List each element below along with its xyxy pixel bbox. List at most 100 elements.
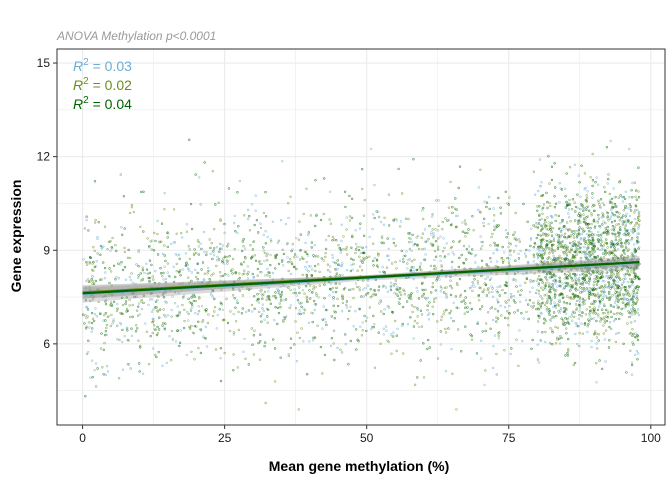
scatter-point (431, 244, 434, 247)
scatter-point (543, 294, 546, 297)
scatter-point (436, 277, 439, 280)
scatter-point (287, 286, 290, 289)
scatter-point (602, 203, 606, 207)
scatter-point (178, 344, 181, 348)
scatter-point (316, 324, 319, 327)
scatter-point (546, 297, 549, 300)
scatter-point (398, 287, 402, 290)
scatter-point (197, 305, 201, 308)
scatter-point (389, 286, 393, 289)
scatter-point (104, 271, 107, 274)
scatter-point (322, 305, 325, 308)
scatter-point (628, 294, 631, 297)
scatter-point (105, 365, 109, 368)
scatter-point (509, 352, 512, 356)
scatter-point (434, 240, 438, 243)
scatter-point (624, 224, 627, 228)
scatter-point (622, 195, 625, 199)
scatter-point (194, 312, 197, 315)
scatter-point (627, 242, 630, 245)
scatter-point (591, 312, 595, 315)
scatter-point (421, 281, 424, 285)
scatter-point (635, 285, 639, 288)
scatter-point (611, 225, 615, 228)
scatter-point (606, 229, 610, 232)
scatter-point (607, 284, 611, 287)
scatter-point (153, 281, 157, 285)
scatter-point (86, 308, 90, 311)
scatter-point (504, 229, 508, 232)
scatter-point (558, 259, 562, 263)
scatter-point (616, 280, 619, 283)
scatter-point (445, 286, 448, 289)
scatter-point (352, 258, 355, 262)
scatter-point (352, 297, 355, 300)
scatter-point (282, 252, 286, 256)
scatter-point (547, 221, 550, 224)
scatter-point (505, 236, 508, 239)
scatter-point (176, 329, 179, 332)
scatter-point (629, 209, 633, 212)
scatter-point (382, 270, 385, 274)
scatter-point (369, 296, 372, 299)
scatter-point (187, 319, 190, 322)
scatter-point (568, 241, 572, 245)
scatter-point (220, 288, 223, 291)
scatter-point (116, 302, 119, 306)
scatter-point (565, 200, 568, 204)
scatter-point (546, 257, 549, 260)
scatter-point (615, 205, 618, 208)
scatter-point (148, 271, 152, 275)
scatter-point (110, 304, 114, 307)
scatter-point (593, 245, 596, 248)
scatter-point (571, 292, 574, 296)
scatter-point (477, 265, 480, 268)
scatter-point (156, 298, 159, 302)
scatter-point (240, 262, 243, 265)
scatter-point (390, 310, 394, 314)
scatter-point (589, 261, 592, 264)
scatter-point (92, 246, 95, 249)
scatter-point (151, 331, 155, 335)
scatter-point (262, 249, 265, 252)
scatter-point (315, 294, 318, 297)
scatter-point (303, 292, 306, 295)
scatter-point (609, 327, 613, 331)
scatter-point (546, 243, 549, 246)
scatter-point (234, 271, 237, 274)
scatter-point (86, 278, 90, 281)
scatter-point (295, 237, 298, 240)
scatter-point (628, 299, 631, 302)
scatter-point (382, 327, 385, 330)
scatter-point (192, 332, 196, 335)
scatter-point (571, 272, 575, 276)
scatter-point (467, 228, 470, 231)
scatter-point (611, 205, 614, 209)
scatter-point (363, 251, 366, 255)
scatter-point (256, 293, 259, 296)
scatter-point (185, 223, 189, 226)
scatter-point (440, 264, 443, 267)
scatter-point (321, 327, 324, 330)
scatter-point (277, 291, 280, 295)
scatter-point (496, 285, 499, 289)
scatter-point (268, 295, 271, 298)
scatter-point (537, 222, 541, 225)
scatter-point (231, 268, 234, 271)
scatter-point (602, 256, 606, 259)
scatter-point (596, 275, 599, 278)
scatter-point (539, 238, 542, 242)
scatter-point (586, 247, 589, 250)
scatter-point (305, 252, 309, 256)
scatter-point (551, 283, 554, 286)
scatter-point (230, 269, 233, 272)
scatter-point (611, 251, 614, 255)
scatter-point (380, 310, 383, 313)
scatter-point (376, 264, 379, 267)
scatter-point (563, 286, 566, 289)
scatter-point (451, 251, 454, 254)
scatter-point (218, 250, 221, 253)
scatter-point (192, 293, 195, 297)
scatter-point (596, 293, 599, 297)
scatter-point (607, 290, 611, 294)
